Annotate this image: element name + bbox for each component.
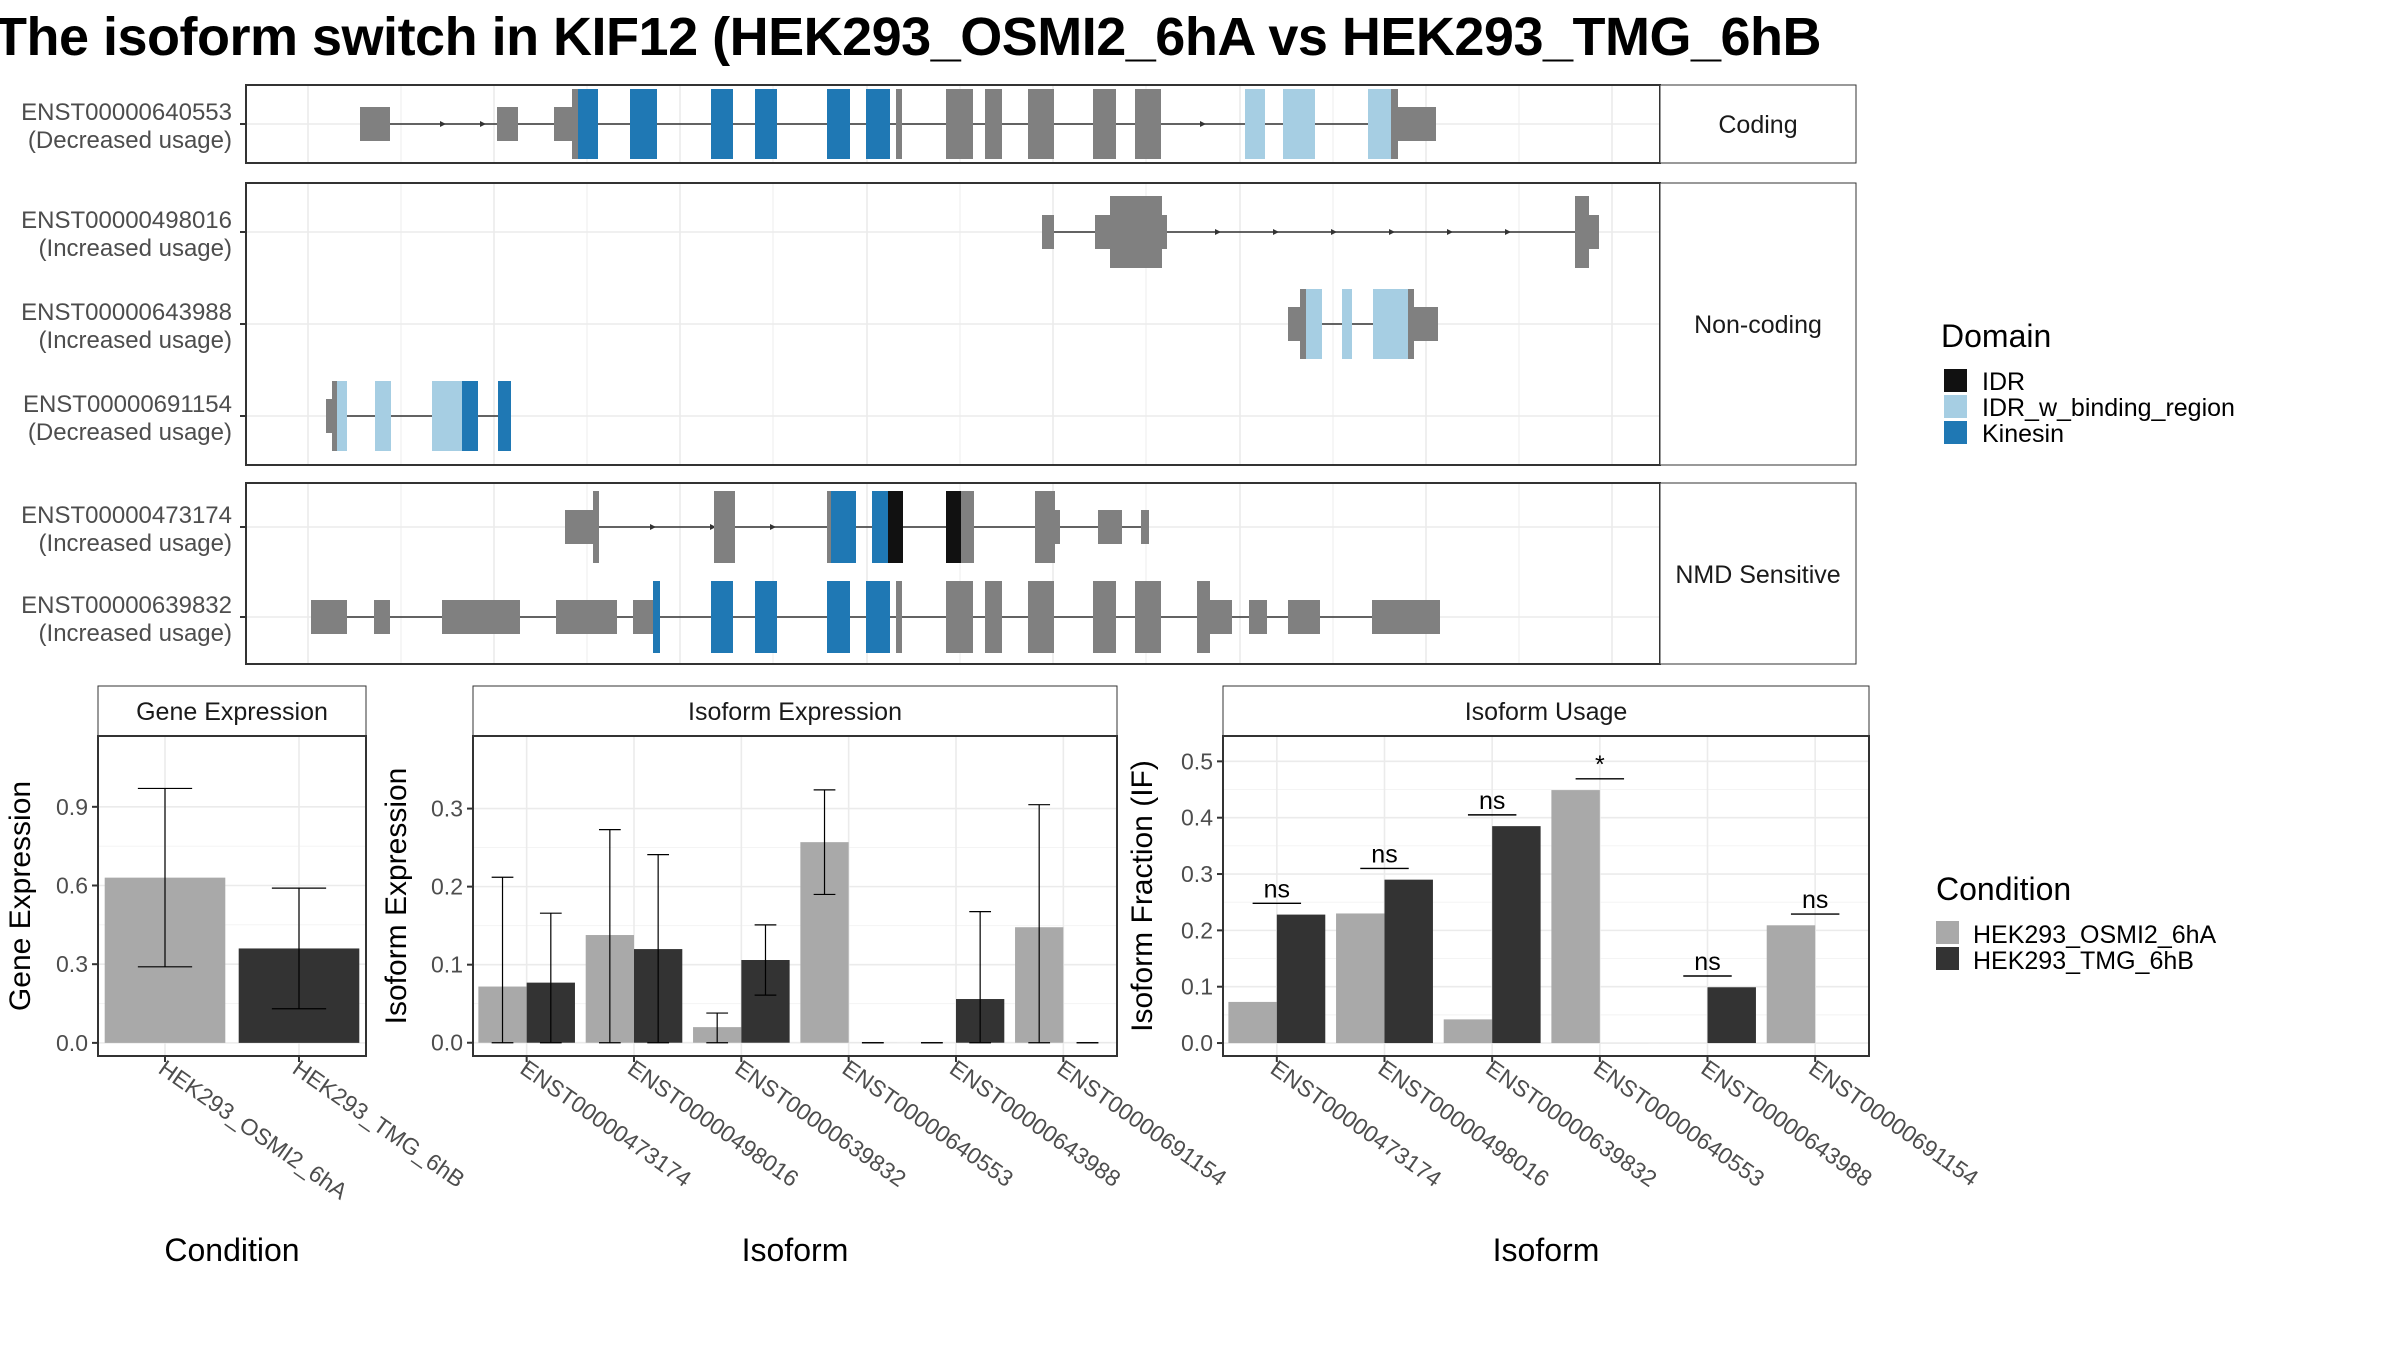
- legend-swatch-cond-a: [1936, 921, 1959, 944]
- significance-label: ns: [1479, 787, 1505, 815]
- bar: [1492, 826, 1541, 1044]
- y-tick-label: 0.5: [1181, 748, 1213, 774]
- plot-area: [473, 736, 1117, 1056]
- plot-frame: [97, 735, 367, 1057]
- significance-label: *: [1595, 751, 1605, 779]
- x-tick-label: ENST00000498016: [623, 1055, 803, 1192]
- legend-label-cond-a: HEK293_OSMI2_6hA: [1973, 921, 2217, 949]
- bar: [1443, 1019, 1493, 1044]
- tx-structure-639832: [311, 581, 1440, 653]
- x-axis-title: Isoform: [742, 1232, 849, 1268]
- tx-label-id: ENST00000473174: [21, 502, 232, 529]
- bar: [1551, 790, 1600, 1044]
- x-tick-label: ENST00000473174: [516, 1055, 697, 1192]
- tx-label-usage: (Increased usage): [39, 530, 232, 557]
- y-axis-title: Gene Expression: [4, 781, 37, 1011]
- strip-label-noncoding: Non-coding: [1694, 311, 1822, 339]
- tx-label-usage: (Decreased usage): [28, 419, 232, 446]
- facet-strip: [1222, 685, 1870, 737]
- bar: [1276, 914, 1326, 1044]
- transcript-structures: [311, 89, 1599, 653]
- tx-label-id: ENST00000639832: [21, 592, 232, 619]
- significance-label: ns: [1371, 840, 1397, 868]
- x-tick-label: ENST00000691154: [1804, 1055, 1983, 1191]
- tx-label-usage: (Increased usage): [39, 327, 232, 354]
- x-axis-title: Isoform: [1493, 1232, 1600, 1268]
- x-tick-label: ENST00000643988: [945, 1055, 1125, 1192]
- legend-swatch-idr-binding: [1944, 395, 1967, 418]
- tx-structure-498016: [1042, 196, 1599, 268]
- y-tick-label: 0.2: [431, 874, 463, 900]
- y-tick-label: 0.1: [431, 952, 463, 978]
- facet-strip: [472, 685, 1118, 737]
- tx-label-id: ENST00000498016: [21, 207, 232, 234]
- y-tick-label: 0.4: [1181, 805, 1213, 831]
- transcript-panel: Coding Non-coding NMD Sensitive ENST0000…: [21, 84, 1857, 665]
- plot-frame: [472, 735, 1118, 1057]
- strip-coding: [1659, 84, 1857, 164]
- legend-label-idr: IDR: [1982, 368, 2025, 396]
- legend-swatch-cond-b: [1936, 947, 1959, 970]
- y-tick-label: 0.2: [1181, 917, 1213, 943]
- bar: [1766, 925, 1816, 1044]
- domain-legend: Domain IDR IDR_w_binding_region Kinesin: [1941, 318, 2235, 448]
- significance-label: ns: [1802, 886, 1828, 914]
- tx-label-usage: (Decreased usage): [28, 127, 232, 154]
- x-axis-title: Condition: [164, 1232, 299, 1268]
- tx-label-usage: (Increased usage): [39, 620, 232, 647]
- legend-swatch-idr: [1944, 369, 1967, 392]
- bar: [1384, 879, 1433, 1044]
- y-tick-label: 0.9: [56, 794, 88, 820]
- tx-structure-691154: [326, 381, 511, 451]
- isoform-usage-chart: Isoform Usage ns ns ns * ns ns 0.0 0.1 0.2 0.3 0.4 0…: [1126, 685, 1983, 1268]
- legend-label-kinesin: Kinesin: [1982, 420, 2064, 448]
- tx-label-id: ENST00000640553: [21, 99, 232, 126]
- plot-frame: [1222, 735, 1870, 1057]
- facet-strip: [97, 685, 367, 737]
- significance-label: ns: [1694, 948, 1720, 976]
- chart-title: Isoform Usage: [1465, 698, 1628, 726]
- tx-label-id: ENST00000691154: [23, 391, 232, 418]
- legend-label-cond-b: HEK293_TMG_6hB: [1973, 947, 2194, 975]
- x-tick-label: ENST00000639832: [730, 1055, 910, 1192]
- y-tick-label: 0.6: [56, 873, 88, 899]
- y-tick-label: 0.3: [1181, 861, 1213, 887]
- y-tick-label: 0.3: [56, 951, 88, 977]
- legend-swatch-kinesin: [1944, 421, 1967, 444]
- figure-title: The isoform switch in KIF12 (HEK293_OSMI…: [0, 7, 1822, 67]
- strip-label-nmd: NMD Sensitive: [1675, 561, 1840, 589]
- isoform-expression-chart: Isoform Expression 0.0 0.1 0.2 0.3 ENST000004…: [380, 685, 1232, 1268]
- y-tick-label: 0.0: [431, 1030, 463, 1056]
- tx-structure-643988: [1288, 289, 1438, 359]
- strip-label-coding: Coding: [1718, 111, 1797, 139]
- x-tick-label: ENST00000640553: [838, 1055, 1018, 1192]
- strip-noncoding: [1659, 182, 1857, 466]
- y-tick-label: 0.0: [1181, 1030, 1213, 1056]
- significance-label: ns: [1264, 875, 1290, 903]
- y-axis-title: Isoform Expression: [380, 768, 413, 1025]
- legend-label-idr-binding: IDR_w_binding_region: [1982, 394, 2235, 422]
- condition-legend: Condition HEK293_OSMI2_6hA HEK293_TMG_6h…: [1936, 871, 2217, 975]
- y-tick-label: 0.1: [1181, 974, 1213, 1000]
- domain-legend-title: Domain: [1941, 318, 2051, 354]
- bar: [1336, 913, 1385, 1044]
- tx-structure-473174: [565, 491, 1149, 563]
- tx-label-id: ENST00000643988: [21, 299, 232, 326]
- bar: [1228, 1001, 1277, 1044]
- condition-legend-title: Condition: [1936, 871, 2071, 907]
- chart-title: Gene Expression: [136, 698, 328, 726]
- y-tick-label: 0.3: [431, 796, 463, 822]
- strip-nmd: [1659, 482, 1857, 665]
- bar: [1707, 987, 1756, 1044]
- y-axis-title: Isoform Fraction (IF): [1126, 760, 1159, 1032]
- tx-label-usage: (Increased usage): [39, 235, 232, 262]
- y-tick-label: 0.0: [56, 1030, 88, 1056]
- chart-title: Isoform Expression: [688, 698, 902, 726]
- x-tick-label: ENST00000691154: [1052, 1055, 1231, 1191]
- tx-structure-640553: [360, 89, 1436, 159]
